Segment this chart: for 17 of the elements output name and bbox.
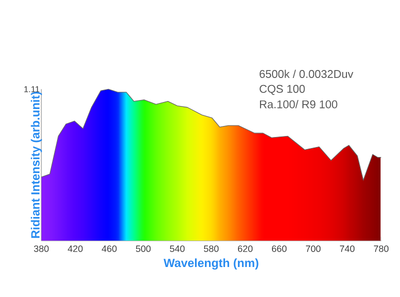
text: 6500k / 0.0032Duv [260, 70, 354, 78]
x-tick-label: 500 [136, 245, 151, 252]
x-tick-label: 700 [306, 245, 321, 252]
x-tick-label: 420 [68, 245, 83, 252]
text: 1.11 [24, 86, 40, 92]
x-tick-label: 460 [102, 245, 117, 252]
x-tick-label: 740 [340, 245, 355, 252]
annotation: CQS 100 [260, 84, 305, 95]
x-tick-label: 660 [272, 245, 287, 252]
x-tick-label: 580 [204, 245, 219, 252]
x-tick-label: 540 [170, 245, 185, 252]
annotation: Ra.100/ R9 100 [260, 100, 338, 108]
x-tick-label: 780 [374, 245, 389, 252]
x-tick-label: 380 [34, 245, 49, 252]
y-axis-title: Ridiant Intensity (arb.unit) [30, 92, 42, 238]
x-axis-title: Wavelength (nm) [164, 258, 258, 270]
x-tick-label: 620 [238, 245, 253, 252]
